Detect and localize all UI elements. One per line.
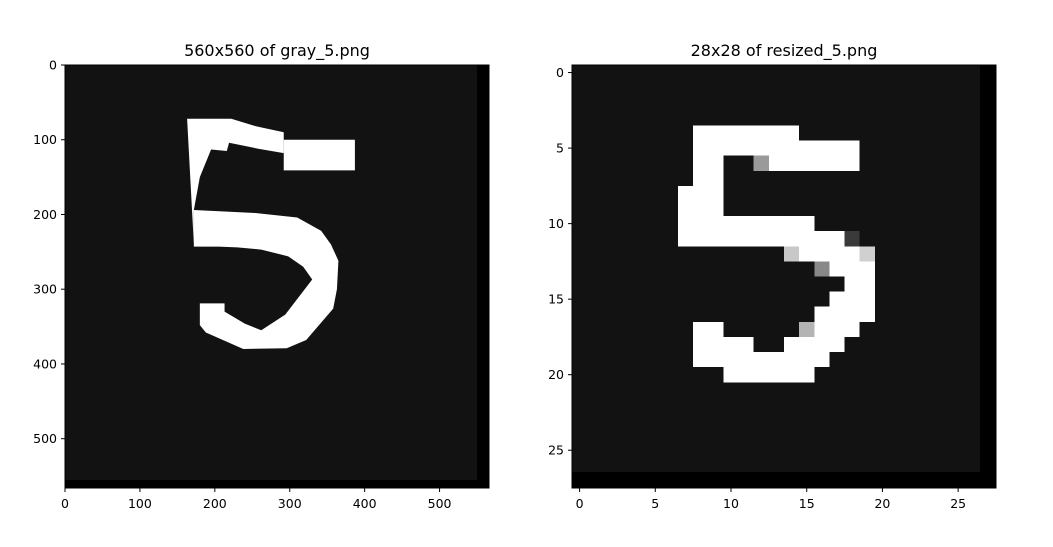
pixel-run xyxy=(693,170,724,186)
pixel-run xyxy=(693,125,800,141)
y-tick-label: 10 xyxy=(548,216,564,231)
pixel-run xyxy=(678,216,815,232)
pixel-run xyxy=(814,261,830,277)
x-tick-label: 25 xyxy=(950,496,966,511)
x-tick-label: 0 xyxy=(576,496,584,511)
pixel-run xyxy=(814,306,875,322)
pixel-run xyxy=(829,261,875,277)
y-tick-label: 300 xyxy=(33,282,57,297)
y-tick-label: 400 xyxy=(33,356,57,371)
image-background xyxy=(65,65,477,480)
left-y-axis: 0 100 200 300 400 500 xyxy=(33,58,65,446)
digit-stroke xyxy=(283,139,355,171)
x-tick-label: 15 xyxy=(799,496,815,511)
y-tick-label: 5 xyxy=(556,141,564,156)
x-tick-label: 500 xyxy=(428,496,452,511)
left-image-area xyxy=(64,64,490,489)
digit-stroke xyxy=(187,118,284,245)
x-tick-label: 200 xyxy=(203,496,227,511)
x-tick-label: 0 xyxy=(61,496,69,511)
pixel-run xyxy=(723,367,815,383)
pixel-run xyxy=(844,276,875,292)
pixel-run xyxy=(693,155,724,171)
pixel-run xyxy=(678,231,845,247)
x-tick-label: 10 xyxy=(723,496,739,511)
pixel-run xyxy=(693,140,860,156)
pixel-run xyxy=(829,291,875,307)
pixel-run xyxy=(753,155,769,171)
digit-stroke xyxy=(193,209,339,349)
left-image-panel: 560x560 of gray_5.png 0 100 200 300 400 500 0… xyxy=(33,41,490,511)
y-tick-label: 500 xyxy=(33,431,57,446)
right-y-axis: 0 5 10 15 20 25 xyxy=(548,65,572,458)
x-tick-label: 5 xyxy=(651,496,659,511)
y-tick-label: 0 xyxy=(556,65,564,80)
axes-frame xyxy=(571,64,997,489)
y-tick-label: 0 xyxy=(49,58,57,73)
y-tick-label: 25 xyxy=(548,443,564,458)
x-tick-label: 400 xyxy=(353,496,377,511)
left-panel-title: 560x560 of gray_5.png xyxy=(184,41,370,61)
pixel-run xyxy=(784,336,845,353)
pixel-run xyxy=(859,246,875,262)
y-tick-label: 200 xyxy=(33,207,57,222)
pixel-run xyxy=(693,321,724,337)
pixel-run xyxy=(799,321,815,337)
pixel-run xyxy=(768,155,860,171)
right-image-area xyxy=(571,64,997,489)
x-tick-label: 300 xyxy=(278,496,302,511)
x-tick-label: 100 xyxy=(128,496,152,511)
pixel-run xyxy=(693,336,754,353)
right-x-axis: 0 5 10 15 20 25 xyxy=(576,488,966,511)
pixel-run xyxy=(678,200,724,217)
pixel-run xyxy=(678,185,724,201)
pixel-run xyxy=(799,246,860,262)
y-tick-label: 15 xyxy=(548,292,564,307)
x-tick-label: 20 xyxy=(874,496,890,511)
pixel-run xyxy=(693,352,830,368)
y-tick-label: 20 xyxy=(548,367,564,382)
axes-frame xyxy=(64,64,490,489)
right-panel-title: 28x28 of resized_5.png xyxy=(691,41,878,61)
pixel-run xyxy=(844,231,860,247)
pixel-run xyxy=(784,246,800,262)
y-tick-label: 100 xyxy=(33,132,57,147)
pixel-run xyxy=(814,321,860,337)
right-image-panel: 28x28 of resized_5.png 0 5 10 15 20 25 0 5 10 15… xyxy=(548,41,997,511)
left-x-axis: 0 100 200 300 400 500 xyxy=(61,488,452,511)
